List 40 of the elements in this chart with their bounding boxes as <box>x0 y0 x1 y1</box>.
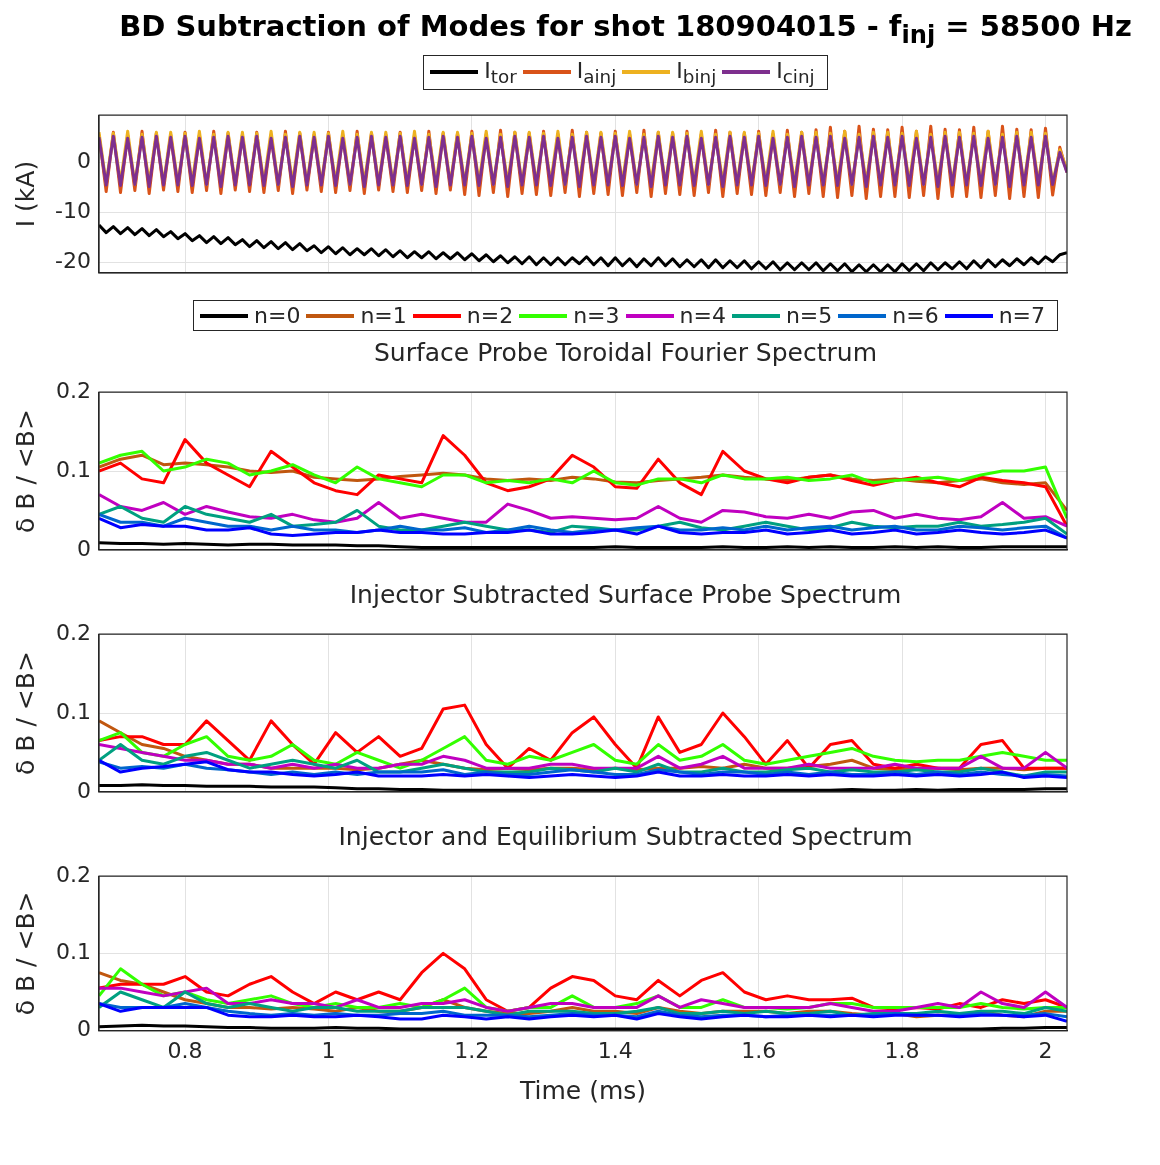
y-tick-label: -20 <box>55 248 91 274</box>
legend-label: n=1 <box>360 303 407 329</box>
y-tick-label: 0.2 <box>56 862 91 888</box>
y-axis-title: δ B / <B> <box>10 409 40 534</box>
legend-label: I$_{ainj}$ <box>576 57 617 88</box>
y-tick-label: 0.2 <box>56 620 91 646</box>
legend-label: I$_{tor}$ <box>484 57 517 88</box>
y-tick-label: 0.1 <box>56 939 91 965</box>
x-tick-label: 1 <box>321 1037 336 1063</box>
y-axis-title: I (kA) <box>10 160 40 228</box>
y-tick-label: 0 <box>77 777 91 803</box>
legend-label: n=0 <box>254 303 301 329</box>
y-axis-title: δ B / <B> <box>10 891 40 1016</box>
y-tick-label: 0.1 <box>56 456 91 482</box>
legend-label: n=3 <box>573 303 620 329</box>
chart-title: Injector and Equilibrium Subtracted Spectrum <box>337 821 914 854</box>
y-tick-label: 0.1 <box>56 698 91 724</box>
y-tick-label: 0 <box>77 535 91 561</box>
y-axis-title: δ B / <B> <box>10 651 40 776</box>
chart-title: BD Subtraction of Modes for shot 180904015 - f$_{inj}$ = 58500 Hz <box>118 8 1133 51</box>
x-tick-label: 1.2 <box>454 1037 490 1063</box>
legend-label: n=4 <box>679 303 726 329</box>
x-tick-label: 2 <box>1038 1037 1053 1063</box>
legend-label: n=6 <box>892 303 939 329</box>
legend-label: n=5 <box>785 303 833 329</box>
chart-title: Surface Probe Toroidal Fourier Spectrum <box>373 337 878 370</box>
y-tick-label: 0 <box>77 148 91 174</box>
legend-label: I$_{binj}$ <box>676 57 717 88</box>
x-tick-label: 1.8 <box>884 1037 920 1063</box>
chart-title: Injector Subtracted Surface Probe Spectrum <box>348 579 903 612</box>
y-tick-label: 0 <box>77 1016 91 1042</box>
y-tick-label: 0.2 <box>56 378 91 404</box>
x-tick-label: 1.4 <box>597 1037 633 1063</box>
x-tick-label: 1.6 <box>741 1037 777 1063</box>
legend-label: I$_{cinj}$ <box>776 57 815 88</box>
legend-label: n=2 <box>466 303 514 329</box>
legend-label: n=7 <box>998 303 1045 329</box>
y-tick-label: -10 <box>55 198 91 224</box>
x-tick-label: 0.8 <box>167 1037 203 1063</box>
x-axis-title: Time (ms) <box>518 1075 647 1105</box>
